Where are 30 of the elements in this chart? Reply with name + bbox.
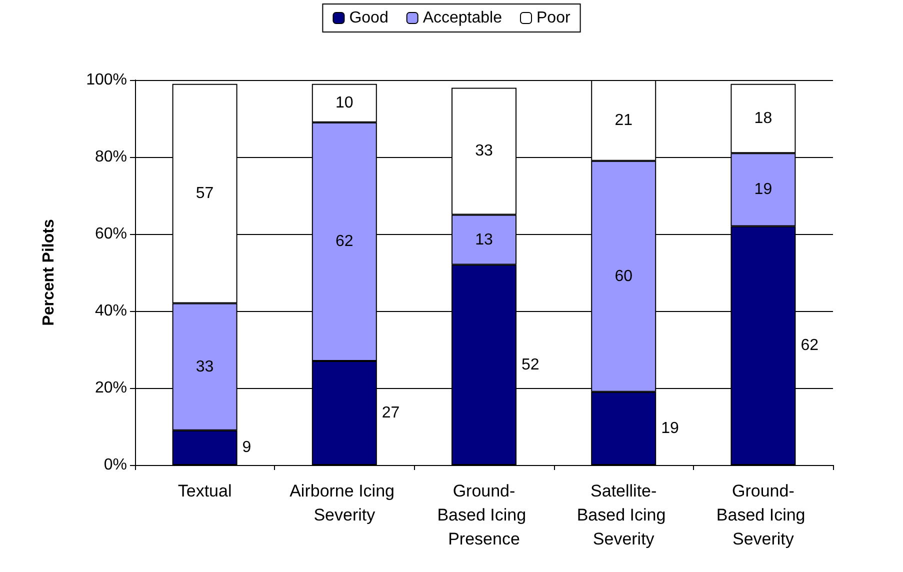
y-tick-label: 80% xyxy=(94,148,127,166)
data-label: 9 xyxy=(242,439,252,456)
data-label: 33 xyxy=(196,358,214,376)
x-tick-label: Ground-Based Icing Severity xyxy=(716,482,810,548)
y-tick-label: 40% xyxy=(94,302,127,320)
legend-label: Acceptable xyxy=(422,10,502,26)
data-label: 60 xyxy=(614,268,633,285)
data-label: 33 xyxy=(475,142,493,160)
legend-label: Good xyxy=(349,10,388,26)
data-label: 21 xyxy=(614,112,633,129)
y-tick-label: 20% xyxy=(94,380,127,396)
data-label: 62 xyxy=(336,233,354,250)
x-tick-label: Airborne Icing Severity xyxy=(290,482,400,524)
data-label: 27 xyxy=(382,404,400,422)
data-label: 62 xyxy=(800,337,819,354)
y-tick-label: 0% xyxy=(104,456,127,474)
y-tick-label: 100% xyxy=(86,72,127,88)
data-label: 19 xyxy=(754,181,772,198)
data-label: 13 xyxy=(475,231,493,248)
data-label: 52 xyxy=(522,356,540,374)
legend-label: Poor xyxy=(536,10,571,26)
x-tick-label: Satellite-Based Icing Severity xyxy=(576,482,670,548)
y-tick-label: 60% xyxy=(94,226,127,242)
x-tick-label: Ground-Based Icing Presence xyxy=(437,482,531,548)
data-label: 18 xyxy=(754,110,772,127)
data-label: 19 xyxy=(661,420,679,437)
y-axis-title: Percent Pilots xyxy=(40,219,58,326)
data-label: 57 xyxy=(196,185,214,202)
data-label: 10 xyxy=(336,94,354,112)
x-tick-label: Textual xyxy=(178,482,232,500)
